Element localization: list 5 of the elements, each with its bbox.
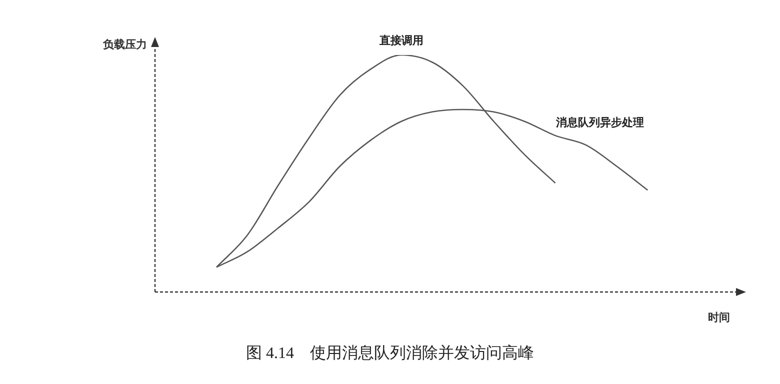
caption: 图 4.14 使用消息队列消除并发访问高峰 <box>246 344 534 362</box>
y-axis-title: 负载压力 <box>102 38 147 51</box>
x-axis-title: 时间 <box>708 310 730 324</box>
series-label: 直接调用 <box>378 34 424 47</box>
series-label: 消息队列异步处理 <box>555 116 644 129</box>
